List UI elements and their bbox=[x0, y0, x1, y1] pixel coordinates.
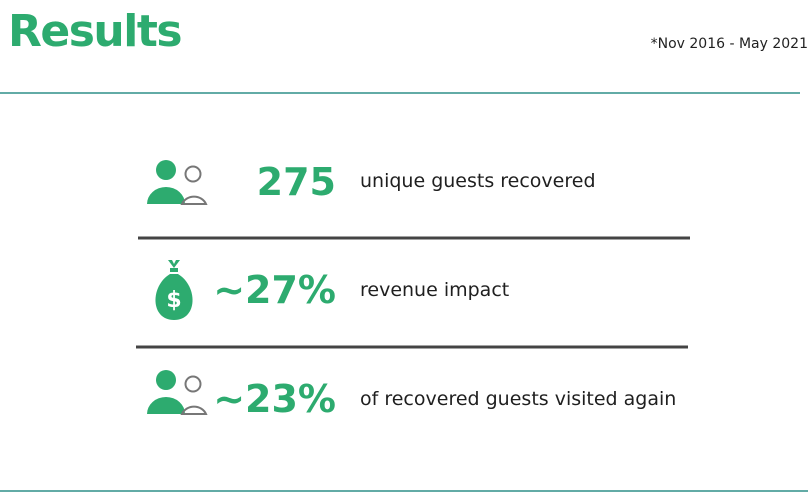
money-bag-icon: $ bbox=[155, 260, 193, 320]
metric-value: ~27% bbox=[213, 268, 336, 312]
people-icon bbox=[147, 370, 208, 415]
metric-label: of recovered guests visited again bbox=[360, 388, 677, 410]
metric-label: unique guests recovered bbox=[360, 170, 596, 192]
svg-text:$: $ bbox=[166, 288, 181, 313]
metric-label: revenue impact bbox=[360, 279, 510, 301]
date-note: *Nov 2016 - May 2021 bbox=[650, 36, 808, 52]
people-icon bbox=[147, 160, 208, 205]
metric-value: ~23% bbox=[213, 377, 336, 421]
title: Results bbox=[8, 6, 183, 57]
metric-value: 275 bbox=[256, 160, 336, 204]
